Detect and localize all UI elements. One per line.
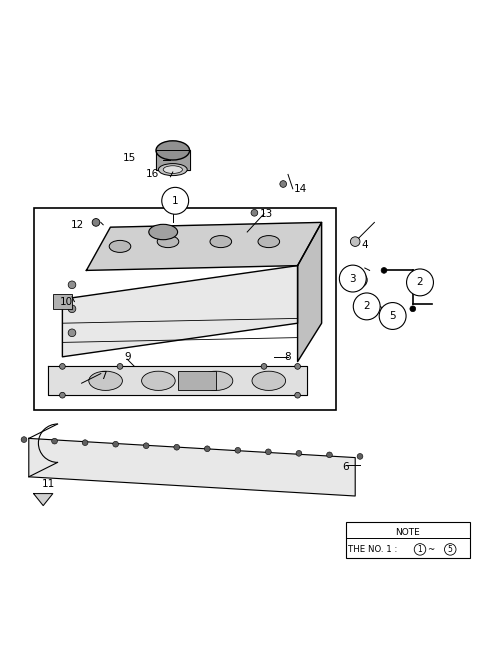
- Circle shape: [265, 449, 271, 455]
- Text: NOTE: NOTE: [396, 528, 420, 537]
- Text: 3: 3: [349, 274, 356, 283]
- Text: 15: 15: [123, 153, 136, 163]
- Text: THE NO. 1 :: THE NO. 1 :: [348, 545, 400, 554]
- Ellipse shape: [199, 371, 233, 390]
- Circle shape: [280, 180, 287, 188]
- Circle shape: [68, 281, 76, 289]
- Circle shape: [251, 209, 258, 216]
- Circle shape: [82, 440, 88, 445]
- Circle shape: [350, 237, 360, 247]
- Ellipse shape: [210, 236, 232, 247]
- Ellipse shape: [258, 236, 279, 247]
- Text: 1: 1: [172, 195, 179, 206]
- Text: 14: 14: [293, 184, 307, 194]
- Text: 12: 12: [71, 220, 84, 230]
- Polygon shape: [48, 367, 307, 395]
- Circle shape: [174, 444, 180, 450]
- Ellipse shape: [89, 371, 122, 390]
- Circle shape: [296, 451, 302, 456]
- Text: 4: 4: [361, 241, 368, 251]
- Text: 5: 5: [389, 311, 396, 321]
- Polygon shape: [62, 266, 298, 357]
- Circle shape: [68, 329, 76, 337]
- Bar: [178, 371, 216, 390]
- Text: 8: 8: [285, 352, 291, 362]
- Ellipse shape: [149, 224, 178, 239]
- Circle shape: [379, 302, 406, 329]
- Circle shape: [113, 441, 119, 447]
- Text: 2: 2: [363, 301, 370, 312]
- Ellipse shape: [157, 236, 179, 247]
- Circle shape: [326, 452, 332, 458]
- Circle shape: [117, 363, 123, 369]
- Text: 1: 1: [418, 545, 422, 554]
- Text: 7: 7: [100, 371, 107, 381]
- Ellipse shape: [158, 163, 187, 176]
- Circle shape: [395, 308, 402, 315]
- Circle shape: [295, 392, 300, 398]
- Text: 2: 2: [417, 277, 423, 287]
- Circle shape: [144, 443, 149, 449]
- Circle shape: [339, 265, 366, 292]
- Ellipse shape: [163, 166, 182, 173]
- Text: 16: 16: [146, 169, 159, 179]
- Circle shape: [353, 273, 367, 287]
- Circle shape: [204, 446, 210, 451]
- Circle shape: [60, 363, 65, 369]
- Circle shape: [261, 363, 267, 369]
- Ellipse shape: [142, 371, 175, 390]
- Text: 13: 13: [260, 209, 273, 218]
- Circle shape: [295, 363, 300, 369]
- Bar: [34, 208, 336, 409]
- Text: ~: ~: [427, 545, 434, 554]
- Circle shape: [92, 218, 100, 226]
- Text: 5: 5: [448, 545, 453, 554]
- Circle shape: [21, 437, 27, 443]
- Circle shape: [357, 453, 363, 459]
- Text: 6: 6: [342, 462, 349, 472]
- Circle shape: [162, 188, 189, 215]
- Bar: [53, 295, 72, 309]
- Circle shape: [68, 305, 76, 313]
- Text: 9: 9: [124, 352, 131, 362]
- Text: 10: 10: [60, 297, 73, 306]
- Polygon shape: [29, 438, 355, 496]
- Ellipse shape: [156, 141, 190, 160]
- Ellipse shape: [109, 240, 131, 253]
- Circle shape: [410, 306, 416, 312]
- Circle shape: [60, 392, 65, 398]
- Circle shape: [407, 269, 433, 296]
- Text: 11: 11: [41, 479, 55, 489]
- Ellipse shape: [252, 371, 286, 390]
- Circle shape: [235, 447, 240, 453]
- Polygon shape: [156, 150, 190, 170]
- Circle shape: [381, 268, 387, 274]
- Bar: [346, 522, 470, 558]
- Polygon shape: [86, 222, 322, 270]
- Circle shape: [52, 438, 58, 444]
- Polygon shape: [298, 222, 322, 361]
- Polygon shape: [34, 493, 53, 506]
- Circle shape: [353, 293, 380, 320]
